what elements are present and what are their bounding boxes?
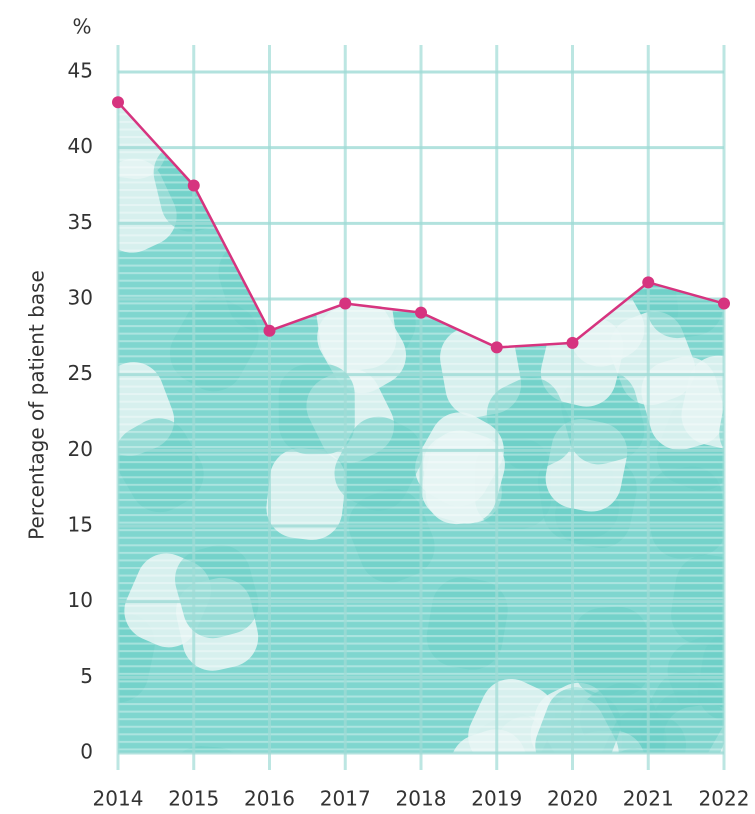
y-tick-label: 40 <box>68 134 93 158</box>
pill <box>661 123 724 216</box>
point <box>718 297 730 310</box>
point <box>112 96 124 109</box>
x-tick-label: 2022 <box>699 787 750 811</box>
y-tick-label: 20 <box>68 437 93 461</box>
pill-texture <box>118 102 724 754</box>
y-tick-label: 30 <box>68 286 93 310</box>
y-unit: % <box>72 15 91 39</box>
pill <box>343 198 425 292</box>
point <box>566 336 579 349</box>
y-tick-label: 45 <box>68 59 93 83</box>
pill <box>384 168 470 262</box>
pill <box>319 147 404 241</box>
point <box>187 179 200 192</box>
x-tick-label: 2020 <box>547 787 598 811</box>
y-tick-label: 0 <box>80 740 93 764</box>
point <box>642 276 655 289</box>
point <box>263 324 276 337</box>
y-tick-label: 5 <box>80 664 93 688</box>
pill <box>694 102 724 196</box>
point <box>415 306 427 319</box>
point <box>490 341 503 354</box>
y-tick-label: 10 <box>68 588 93 612</box>
y-tick-label: 35 <box>68 210 93 234</box>
y-tick-label: 15 <box>68 513 93 537</box>
x-tick-label: 2021 <box>623 787 674 811</box>
point <box>339 297 352 310</box>
x-tick-label: 2016 <box>244 787 295 811</box>
x-tick-label: 2019 <box>471 787 522 811</box>
pill <box>552 103 635 197</box>
y-axis-label: Percentage of patient base <box>25 270 49 540</box>
x-tick-label: 2014 <box>93 787 144 811</box>
pill <box>516 122 598 215</box>
x-tick-label: 2018 <box>396 787 447 811</box>
y-tick-label: 25 <box>68 361 93 385</box>
x-tick-label: 2017 <box>320 787 371 811</box>
x-tick-label: 2015 <box>168 787 219 811</box>
